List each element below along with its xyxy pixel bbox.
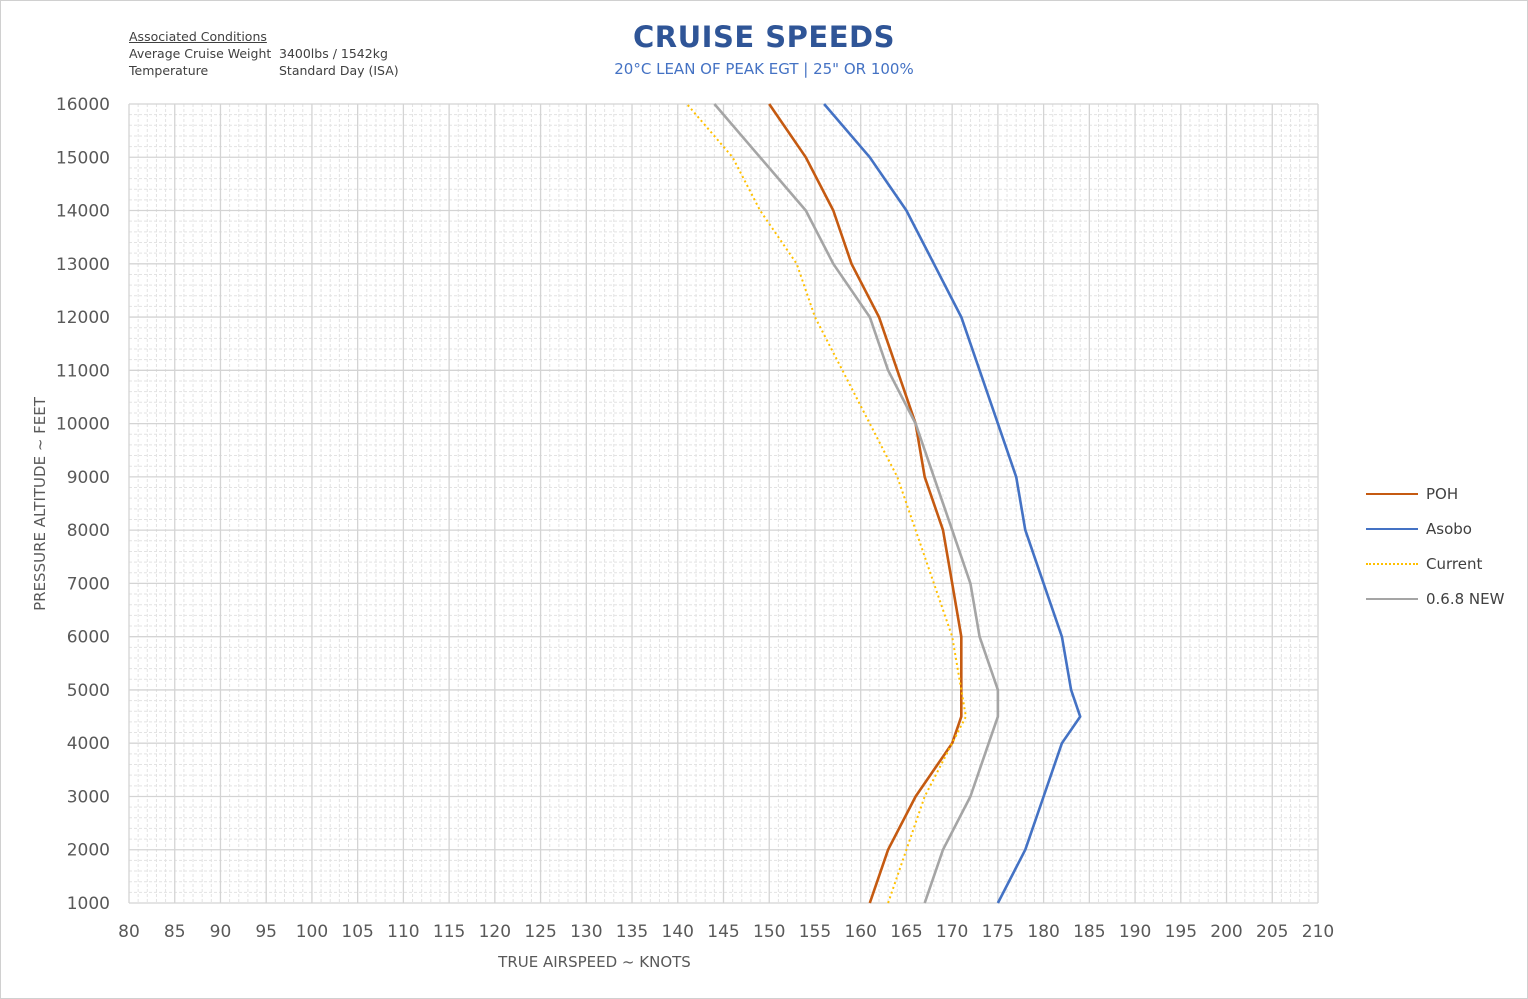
x-tick-label: 210 xyxy=(1302,922,1334,942)
y-tick-label: 3000 xyxy=(67,787,110,807)
x-tick-label: 95 xyxy=(255,922,277,942)
x-tick-label: 100 xyxy=(296,922,328,942)
legend-label: POH xyxy=(1426,484,1459,503)
x-tick-label: 165 xyxy=(890,922,922,942)
y-tick-label: 9000 xyxy=(67,468,110,488)
series-line-asobo xyxy=(823,103,1082,904)
y-tick-label: 14000 xyxy=(56,202,110,222)
x-tick-label: 185 xyxy=(1073,922,1105,942)
x-tick-label: 140 xyxy=(662,922,694,942)
y-tick-label: 7000 xyxy=(67,574,110,594)
x-tick-label: 115 xyxy=(433,922,465,942)
x-tick-label: 80 xyxy=(118,922,140,942)
x-tick-label: 135 xyxy=(616,922,648,942)
legend-item: Current xyxy=(1366,546,1504,581)
x-tick-label: 170 xyxy=(936,922,968,942)
associated-conditions: Associated Conditions Average Cruise Wei… xyxy=(129,28,399,79)
legend-label: 0.6.8 NEW xyxy=(1426,589,1505,608)
legend-swatch xyxy=(1366,492,1418,495)
y-tick-label: 12000 xyxy=(56,308,110,328)
series-line-0-6-8-new xyxy=(713,103,1000,904)
x-tick-label: 160 xyxy=(844,922,876,942)
temperature-value: Standard Day (ISA) xyxy=(279,63,399,78)
weight-label: Average Cruise Weight xyxy=(129,46,272,61)
legend-label: Asobo xyxy=(1426,519,1472,538)
y-tick-label: 4000 xyxy=(67,734,110,754)
x-tick-label: 105 xyxy=(341,922,373,942)
legend-item: 0.6.8 NEW xyxy=(1366,581,1504,616)
conditions-row-temperature: Temperature Standard Day (ISA) xyxy=(129,62,399,79)
legend-swatch xyxy=(1366,597,1418,600)
y-tick-label: 10000 xyxy=(56,415,110,435)
series-line-poh xyxy=(768,103,963,904)
series-line-current xyxy=(686,103,967,904)
y-tick-label: 8000 xyxy=(67,521,110,541)
temperature-label: Temperature xyxy=(129,63,209,78)
legend-swatch xyxy=(1366,562,1418,565)
y-tick-label: 11000 xyxy=(56,361,110,381)
chart-title: CRUISE SPEEDS xyxy=(633,20,895,54)
conditions-heading: Associated Conditions xyxy=(129,29,267,44)
x-tick-label: 155 xyxy=(799,922,831,942)
x-tick-label: 130 xyxy=(570,922,602,942)
x-tick-label: 125 xyxy=(524,922,556,942)
conditions-row-weight: Average Cruise Weight 3400lbs / 1542kg xyxy=(129,45,399,62)
x-tick-label: 90 xyxy=(210,922,232,942)
x-tick-label: 110 xyxy=(387,922,419,942)
x-tick-label: 180 xyxy=(1027,922,1059,942)
y-tick-label: 13000 xyxy=(56,255,110,275)
y-tick-label: 16000 xyxy=(56,95,110,115)
x-tick-label: 120 xyxy=(479,922,511,942)
x-tick-label: 200 xyxy=(1210,922,1242,942)
chart-legend: POH Asobo Current 0.6.8 NEW xyxy=(1366,476,1504,616)
x-tick-label: 175 xyxy=(982,922,1014,942)
y-tick-label: 2000 xyxy=(67,841,110,861)
weight-value: 3400lbs / 1542kg xyxy=(279,46,388,61)
legend-item: POH xyxy=(1366,476,1504,511)
y-tick-label: 1000 xyxy=(67,894,110,914)
x-tick-label: 190 xyxy=(1119,922,1151,942)
legend-item: Asobo xyxy=(1366,511,1504,546)
x-tick-label: 150 xyxy=(753,922,785,942)
legend-label: Current xyxy=(1426,554,1483,573)
x-axis-title: TRUE AIRSPEED ~ KNOTS xyxy=(497,953,691,971)
y-tick-label: 5000 xyxy=(67,681,110,701)
x-tick-label: 195 xyxy=(1165,922,1197,942)
legend-swatch xyxy=(1366,527,1418,530)
x-tick-label: 205 xyxy=(1256,922,1288,942)
y-tick-label: 6000 xyxy=(67,628,110,648)
x-tick-label: 85 xyxy=(164,922,186,942)
y-tick-label: 15000 xyxy=(56,148,110,168)
x-tick-label: 145 xyxy=(707,922,739,942)
y-axis-title: PRESSURE ALTITUDE ~ FEET xyxy=(31,396,49,611)
chart-subtitle: 20°C LEAN OF PEAK EGT | 25" OR 100% xyxy=(614,60,914,78)
